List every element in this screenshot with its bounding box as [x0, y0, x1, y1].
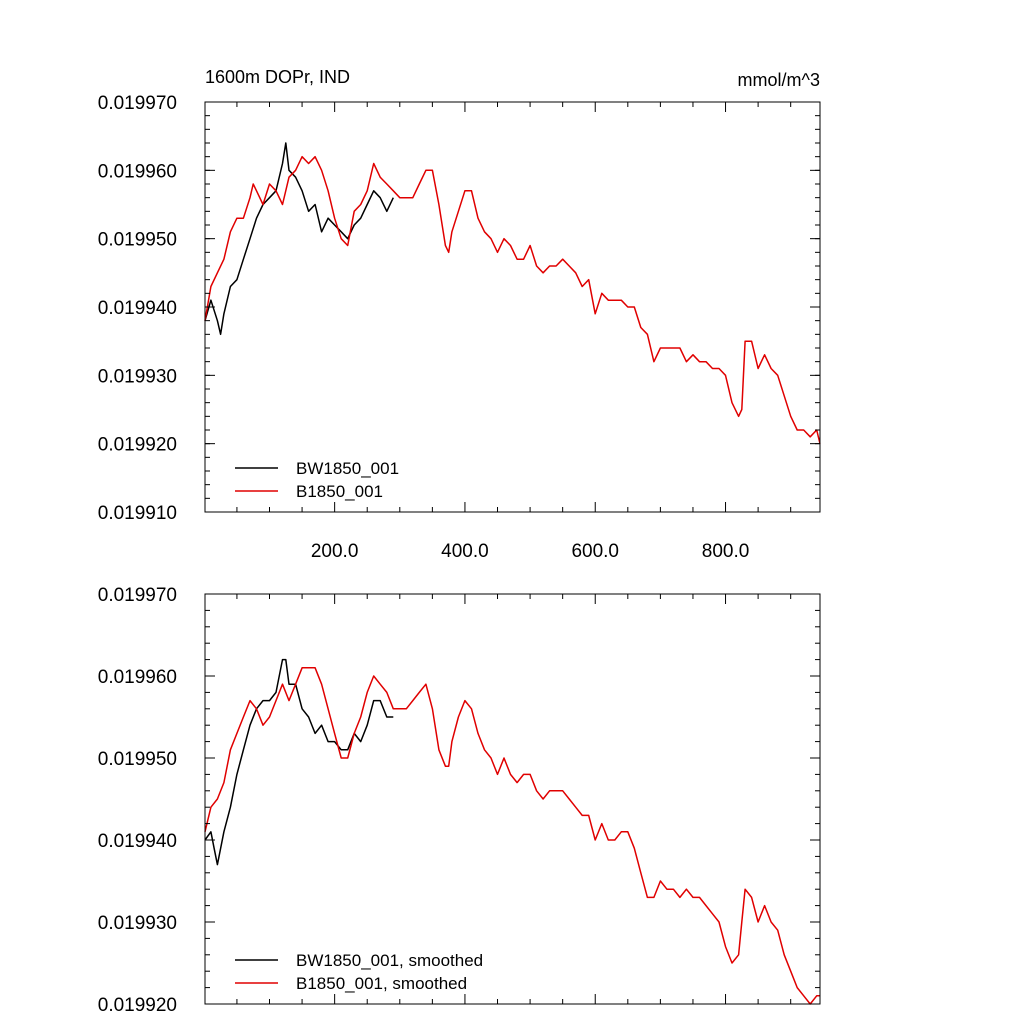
series-line-b1850	[204, 155, 821, 444]
y-tick-label: 0.019960	[98, 667, 177, 688]
x-tick-label: 800.0	[702, 541, 750, 562]
y-tick-label: 0.019930	[98, 913, 177, 934]
panel-top-title-right: mmol/m^3	[738, 70, 820, 90]
panel-top: 1600m DOPr, IND mmol/m^3 200.0 400.0 600.0…	[98, 67, 821, 562]
y-tick-label: 0.019920	[98, 435, 177, 456]
y-tick-label: 0.019950	[98, 230, 177, 251]
panel-top-title-left: 1600m DOPr, IND	[205, 67, 350, 87]
panel-bottom-legend: BW1850_001, smoothed B1850_001, smoothed	[235, 951, 483, 993]
legend-label-bw1850-smoothed: BW1850_001, smoothed	[296, 951, 483, 970]
panel-top-series-layer	[204, 142, 821, 444]
y-tick-label: 0.019970	[98, 585, 177, 606]
x-tick-label: 200.0	[311, 541, 359, 562]
legend-label-b1850-smoothed: B1850_001, smoothed	[296, 974, 467, 993]
panel-bottom-x-axis	[334, 594, 727, 1004]
y-tick-label: 0.019930	[98, 366, 177, 387]
panel-bottom-frame	[204, 593, 821, 1005]
y-tick-label: 0.019970	[98, 93, 177, 114]
panel-top-legend: BW1850_001 B1850_001	[235, 459, 399, 501]
series-line-b1850	[204, 667, 820, 1005]
y-tick-label: 0.019960	[98, 161, 177, 182]
legend-label-bw1850: BW1850_001	[296, 459, 399, 478]
y-tick-label: 0.019940	[98, 298, 177, 319]
x-tick-label: 400.0	[441, 541, 489, 562]
x-tick-label: 600.0	[571, 541, 619, 562]
panel-bottom-series-layer	[204, 658, 820, 1005]
panel-top-y-axis: 0.019910 0.019920 0.019930 0.019940 0.019950…	[98, 93, 820, 524]
panel-bottom-minor-ticks	[205, 593, 820, 1005]
y-tick-label: 0.019950	[98, 749, 177, 770]
y-tick-label: 0.019910	[98, 503, 177, 524]
panel-bottom: 0.019920 0.019930 0.019940 0.019950 0.019960…	[98, 585, 821, 1016]
y-tick-label: 0.019920	[98, 995, 177, 1016]
panel-bottom-y-axis: 0.019920 0.019930 0.019940 0.019950 0.019960…	[98, 585, 820, 1016]
legend-label-b1850: B1850_001	[296, 482, 383, 501]
panel-top-x-axis: 200.0 400.0 600.0 800.0	[311, 102, 749, 562]
y-tick-label: 0.019940	[98, 831, 177, 852]
series-line-bw1850	[204, 658, 394, 866]
